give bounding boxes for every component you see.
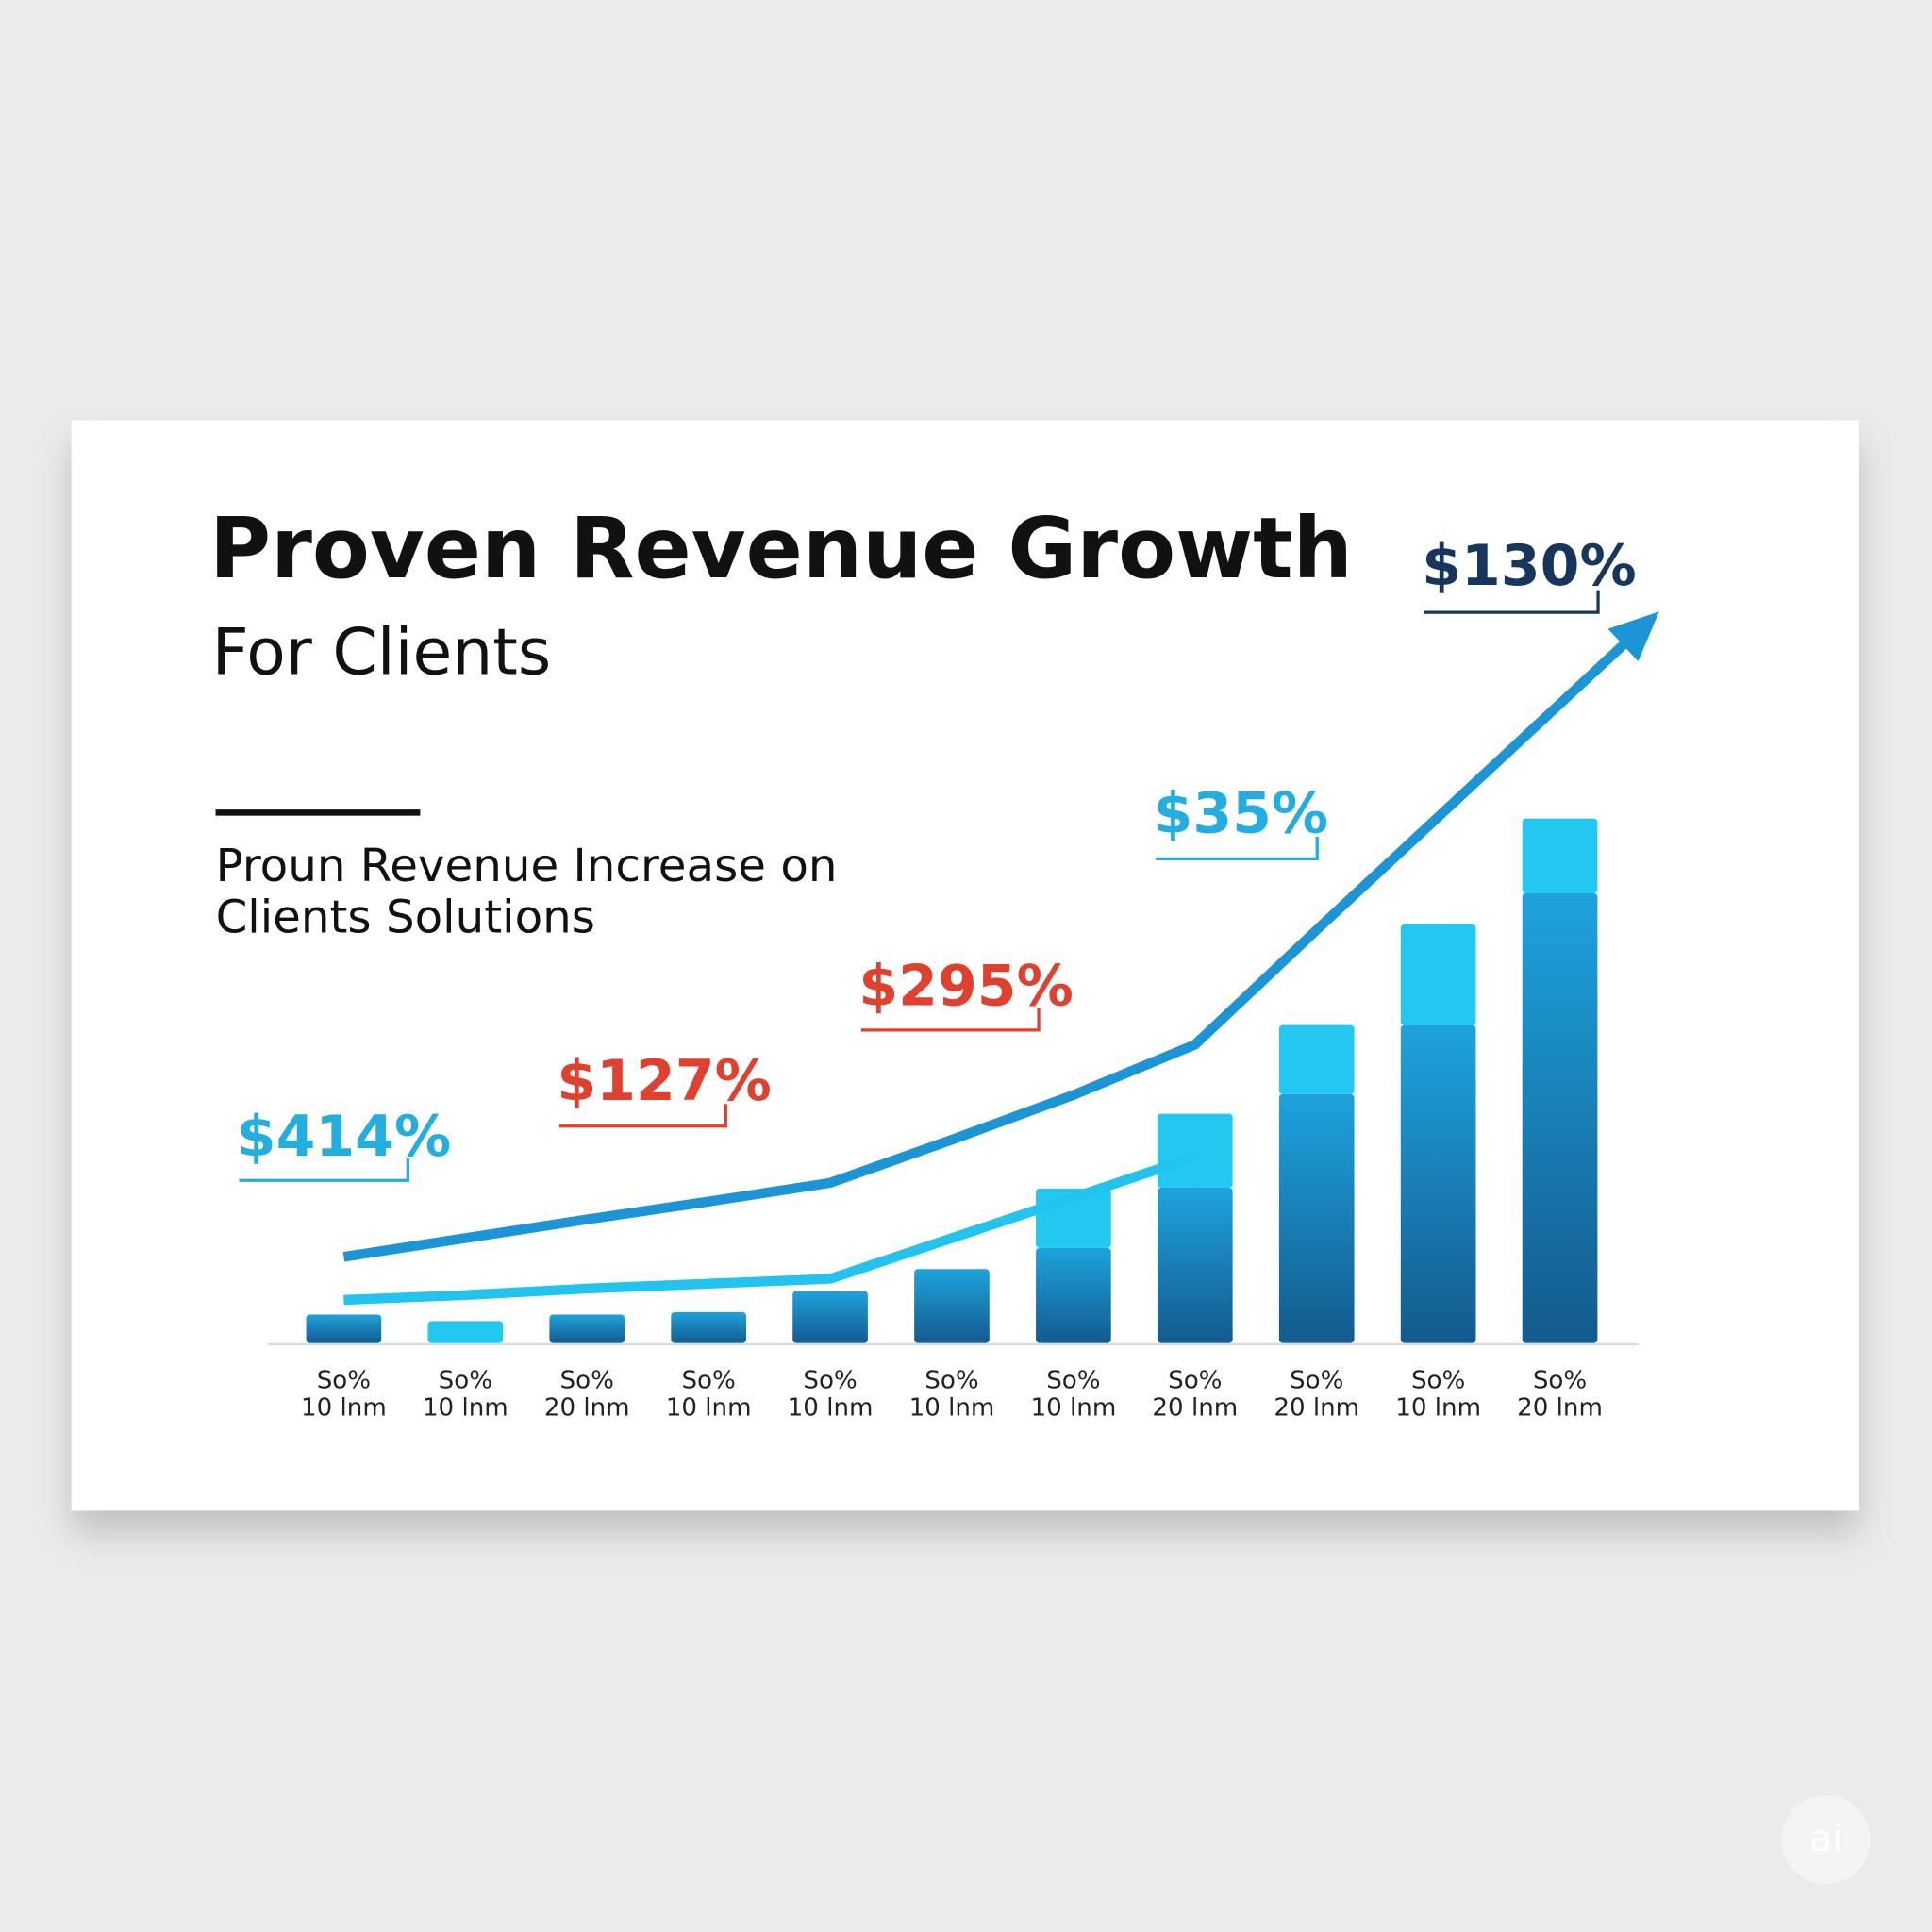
x-tick-label: So% xyxy=(1533,1367,1587,1395)
bar-segment xyxy=(427,1321,504,1343)
divider xyxy=(215,809,421,816)
bar-segment xyxy=(1036,1247,1111,1343)
annotation: $35% xyxy=(1154,781,1329,847)
bar-segment xyxy=(549,1314,625,1343)
bar-segment xyxy=(1400,1024,1476,1343)
x-tick-label: 10 lnm xyxy=(1395,1393,1481,1422)
x-tick-label: So% xyxy=(803,1367,857,1395)
annotation-bracket xyxy=(558,1104,727,1128)
x-tick-label: So% xyxy=(924,1367,978,1395)
annotation-bracket xyxy=(239,1158,409,1182)
annotation-bracket xyxy=(1424,590,1600,614)
x-tick-label: So% xyxy=(317,1367,371,1395)
bar-segment xyxy=(1157,1113,1233,1189)
x-tick-label: 20 lnm xyxy=(1274,1393,1359,1422)
badge xyxy=(1781,1795,1871,1885)
x-tick-label: 10 lnm xyxy=(1031,1393,1117,1422)
x-tick-label: 20 lnm xyxy=(544,1393,630,1422)
bar-segment xyxy=(1278,1093,1355,1343)
annotation: $127% xyxy=(557,1048,771,1114)
x-tick-label: 20 lnm xyxy=(1152,1393,1238,1422)
x-tick-label: 10 lnm xyxy=(666,1393,752,1422)
title: Proven Revenue Growth xyxy=(209,500,1353,597)
bar-segment xyxy=(671,1311,746,1343)
bar-segment xyxy=(1522,892,1598,1343)
line xyxy=(343,1152,1197,1306)
x-tick-label: 10 lnm xyxy=(788,1393,874,1422)
bar-segment xyxy=(306,1314,382,1343)
annotation: $295% xyxy=(858,953,1073,1019)
x-tick-label: 20 lnm xyxy=(1517,1393,1603,1422)
annotation-bracket xyxy=(1156,836,1319,860)
x-tick-label: So% xyxy=(681,1367,735,1395)
description: Proun Revenue Increase on xyxy=(216,840,838,892)
arrow-head xyxy=(1607,611,1659,662)
bar-segment xyxy=(1522,818,1598,893)
subtitle: For Clients xyxy=(212,616,552,691)
bar-segment xyxy=(792,1291,868,1343)
bar-segment xyxy=(1278,1024,1355,1094)
x-tick-label: 10 lnm xyxy=(423,1393,508,1422)
watermark: ai xyxy=(1809,1818,1842,1860)
bar-segment xyxy=(1400,924,1476,1025)
annotation-bracket xyxy=(860,1008,1041,1032)
x-tick-label: So% xyxy=(1046,1367,1100,1395)
x-tick-label: So% xyxy=(560,1367,614,1395)
bar-segment xyxy=(1157,1188,1233,1343)
x-tick-label: So% xyxy=(1411,1367,1465,1395)
annotation: $414% xyxy=(237,1104,451,1170)
x-tick-label: So% xyxy=(1290,1367,1343,1395)
x-tick-label: 10 lnm xyxy=(909,1393,995,1422)
bar-segment xyxy=(914,1269,990,1343)
x-tick-label: 10 lnm xyxy=(301,1393,387,1422)
line xyxy=(342,700,1564,1262)
x-tick-label: So% xyxy=(1168,1367,1222,1395)
annotation: $130% xyxy=(1422,533,1636,599)
x-tick-label: So% xyxy=(439,1367,492,1395)
description: Clients Solutions xyxy=(216,891,595,944)
